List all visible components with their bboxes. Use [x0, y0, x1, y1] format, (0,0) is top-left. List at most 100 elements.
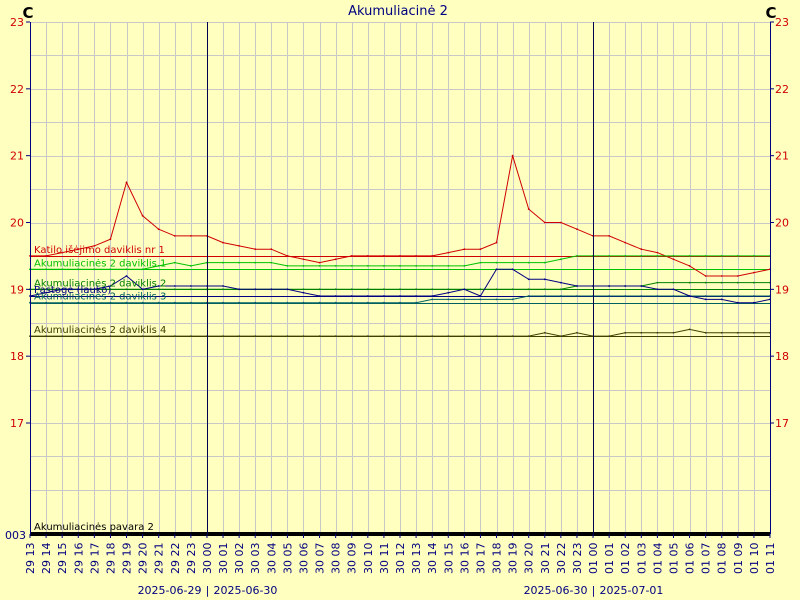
series-point: [318, 288, 321, 291]
series-point: [495, 288, 498, 291]
series-point: [511, 298, 514, 301]
bottom-tick-label: 003: [5, 529, 26, 542]
series: [29, 154, 771, 536]
series-point: [656, 331, 659, 334]
series-point: [560, 221, 562, 224]
series-point: [334, 295, 337, 297]
series-point: [640, 248, 643, 251]
series-point: [431, 288, 434, 291]
series-point: [463, 288, 466, 291]
series-point: [125, 275, 128, 277]
series-point: [672, 288, 675, 291]
series-point: [624, 285, 627, 287]
series-point: [720, 281, 723, 284]
series-point: [495, 298, 498, 301]
series-point: [302, 265, 305, 267]
series-point: [334, 265, 337, 267]
series-point: [45, 255, 47, 257]
day-separator-bar: |: [206, 584, 210, 597]
series-point: [753, 281, 755, 284]
series-point: [238, 261, 241, 264]
series-point: [624, 255, 627, 257]
series-point: [173, 288, 176, 291]
series-point: [656, 255, 659, 257]
day-separator-left-date: 2025-06-29: [138, 584, 202, 597]
series-point: [543, 295, 546, 297]
series-point: [222, 241, 224, 244]
x-tick-label: 29 14: [40, 543, 53, 575]
series-point: [720, 275, 723, 277]
series-point: [254, 301, 257, 304]
series-point: [720, 298, 723, 301]
series-point: [109, 301, 112, 304]
series-point: [608, 285, 610, 287]
series-point: [109, 268, 112, 271]
series-point: [399, 255, 401, 257]
series-point: [624, 331, 627, 334]
x-tick-label: 29 21: [153, 543, 166, 575]
x-tick-label: 30 01: [217, 543, 230, 575]
y-tick-label-right: 18: [775, 350, 789, 363]
series-point: [704, 275, 707, 277]
series-point: [624, 295, 627, 297]
series-point: [190, 301, 192, 304]
series-point: [431, 295, 434, 297]
series-point: [350, 301, 353, 304]
series-point: [704, 331, 707, 334]
series-point: [527, 335, 530, 337]
series-point: [463, 248, 466, 251]
series-point: [431, 255, 434, 257]
series-point: [190, 285, 192, 287]
series-point: [45, 268, 47, 271]
series-point: [173, 235, 176, 237]
x-tick-label: 29 20: [137, 543, 150, 575]
series-point: [511, 261, 514, 264]
series-point: [399, 265, 401, 267]
series-point: [399, 288, 401, 291]
series-point: [318, 301, 321, 304]
series-point: [672, 281, 675, 284]
series-point: [479, 248, 482, 251]
series-point: [576, 228, 578, 231]
series-point: [141, 288, 144, 291]
series-point: [672, 295, 675, 297]
series-point: [334, 288, 337, 291]
x-tick-label: 29 22: [169, 543, 182, 575]
series-point: [463, 298, 466, 301]
series-point: [383, 265, 385, 267]
series-point: [463, 265, 466, 267]
series-point: [560, 288, 562, 291]
series-point: [672, 331, 675, 334]
series-point: [109, 238, 112, 241]
series-point: [640, 295, 643, 297]
x-tick-label: 30 05: [281, 543, 294, 575]
series-point: [157, 288, 160, 291]
series-point: [495, 335, 498, 337]
x-tick-label: 30 15: [442, 543, 455, 575]
series-point: [495, 268, 498, 271]
series-point: [173, 301, 176, 304]
x-tick-label: 29 15: [56, 543, 69, 575]
series-point: [479, 261, 482, 264]
series-point: [350, 288, 353, 291]
series-point: [447, 291, 450, 294]
series-point: [399, 301, 401, 304]
series-point: [109, 285, 112, 287]
series-point: [318, 335, 321, 337]
series-point: [688, 281, 691, 284]
series-point: [736, 295, 739, 297]
series-point: [479, 295, 482, 297]
series-point: [527, 288, 530, 291]
series-point: [415, 255, 417, 257]
series-point: [560, 258, 562, 261]
series-point: [447, 298, 450, 301]
series-point: [366, 265, 369, 267]
series-point: [173, 285, 176, 287]
series-point: [656, 251, 659, 254]
series-point: [286, 265, 289, 267]
x-tick-label: 01 04: [651, 543, 664, 575]
series-point: [753, 271, 755, 274]
series-point: [45, 291, 47, 294]
x-tick-label: 01 11: [764, 543, 777, 575]
